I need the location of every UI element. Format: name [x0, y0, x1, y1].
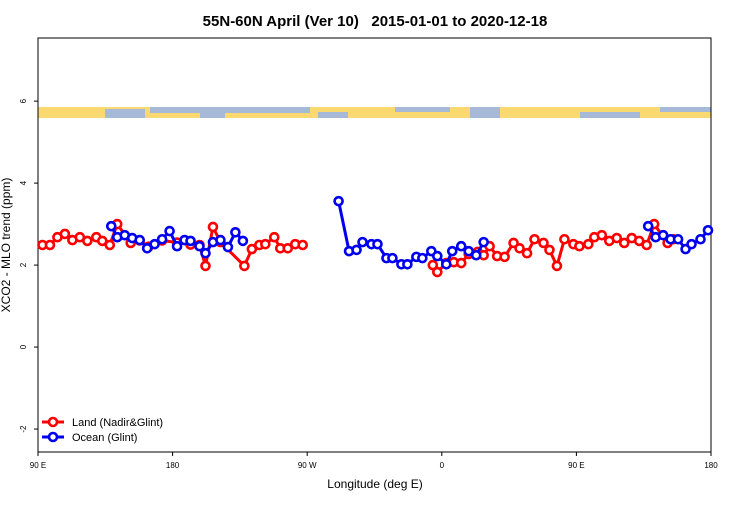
- y-tick-label: 6: [19, 98, 28, 103]
- map-strip: [38, 107, 711, 118]
- y-tick-label: 0: [19, 344, 28, 349]
- data-point: [559, 233, 570, 245]
- data-point: [657, 229, 669, 241]
- data-point: [499, 251, 510, 263]
- data-point: [134, 234, 145, 246]
- y-tick-label: -2: [19, 425, 28, 433]
- data-point: [544, 244, 555, 256]
- data-point: [618, 237, 630, 249]
- legend-label: Ocean (Glint): [72, 432, 137, 444]
- x-tick-label: 90 E: [568, 461, 584, 470]
- data-point: [402, 258, 413, 270]
- data-point: [478, 236, 489, 248]
- data-point: [194, 240, 205, 252]
- data-point: [297, 239, 309, 251]
- data-point: [529, 233, 540, 245]
- data-point: [282, 242, 294, 254]
- data-point: [246, 243, 258, 255]
- x-tick-label: 180: [704, 461, 718, 470]
- chart-title: 55N-60N April (Ver 10) 2015-01-01 to 202…: [203, 13, 548, 30]
- data-point: [372, 238, 383, 250]
- data-point: [104, 239, 116, 251]
- x-tick-label: 90 E: [30, 461, 46, 470]
- data-point: [200, 247, 211, 259]
- data-point: [105, 220, 117, 232]
- data-point: [164, 225, 175, 237]
- data-point: [574, 240, 585, 252]
- data-point: [222, 241, 234, 253]
- data-point: [432, 266, 443, 278]
- data-point: [351, 244, 362, 256]
- legend-label: Land (Nadir&Glint): [72, 417, 163, 429]
- data-point: [583, 238, 594, 250]
- data-point: [215, 234, 226, 246]
- x-tick-label: 90 W: [298, 461, 317, 470]
- data-point: [695, 233, 706, 245]
- data-point: [551, 260, 563, 272]
- data-point: [446, 245, 458, 257]
- data-point: [455, 257, 467, 269]
- data-point: [237, 235, 249, 247]
- data-point: [633, 235, 645, 247]
- x-tick-label: 0: [440, 461, 445, 470]
- data-point: [268, 231, 280, 243]
- data-point: [207, 221, 219, 233]
- data-point: [514, 242, 525, 254]
- data-point: [611, 232, 623, 244]
- data-point: [641, 239, 652, 251]
- data-point: [44, 239, 56, 251]
- data-point: [59, 228, 71, 240]
- data-point: [97, 235, 108, 247]
- data-point: [82, 235, 93, 247]
- data-point: [463, 245, 475, 257]
- x-axis-label: Longitude (deg E): [327, 477, 422, 491]
- data-point: [171, 240, 183, 252]
- data-point: [141, 242, 153, 254]
- data-point: [432, 250, 443, 262]
- data-point: [357, 236, 368, 248]
- data-point: [417, 252, 428, 264]
- data-point: [427, 259, 439, 271]
- data-point: [185, 235, 196, 247]
- y-axis-label: XCO2 - MLO trend (ppm): [0, 178, 13, 313]
- y-tick-label: 2: [19, 262, 28, 267]
- data-point: [672, 233, 684, 245]
- x-tick-label: 180: [166, 461, 180, 470]
- data-point: [387, 252, 398, 264]
- legend-marker: [47, 416, 59, 428]
- data-point: [521, 247, 533, 259]
- data-point: [230, 226, 241, 238]
- data-point: [455, 240, 467, 252]
- data-point: [239, 260, 250, 272]
- data-point: [642, 220, 654, 232]
- y-tick-label: 4: [19, 180, 28, 185]
- data-point: [333, 195, 344, 207]
- legend-marker: [47, 431, 59, 443]
- data-point: [440, 258, 452, 270]
- data-point: [702, 224, 714, 236]
- data-point: [200, 260, 211, 272]
- data-point: [686, 238, 697, 250]
- data-point: [156, 233, 168, 245]
- data-point: [538, 237, 549, 249]
- data-point: [260, 238, 271, 250]
- data-point: [149, 238, 160, 250]
- data-point: [596, 229, 608, 241]
- data-point: [470, 249, 482, 261]
